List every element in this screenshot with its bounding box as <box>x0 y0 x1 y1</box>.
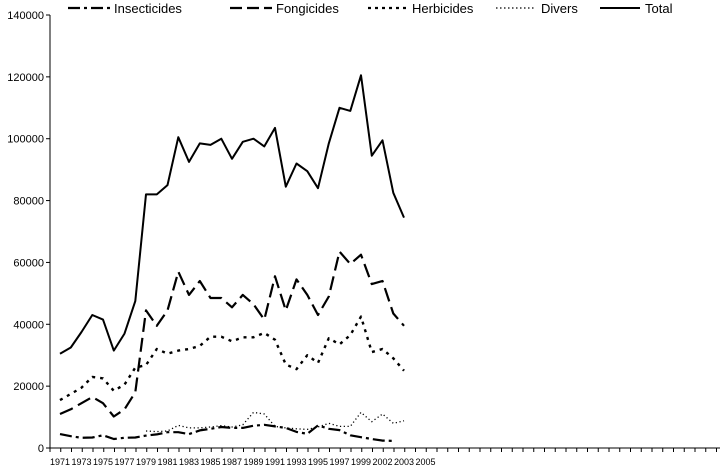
y-tick-label: 40000 <box>13 319 44 331</box>
series-line-insecticides <box>59 423 394 442</box>
x-tick-label: 1975 <box>93 457 113 467</box>
x-tick-label: 2005 <box>415 457 435 467</box>
x-axis: 1971 1973 1975 1977 1979 1981 1983 1985 1987 1989… <box>49 447 720 467</box>
x-tick-label: 2003 <box>394 457 414 467</box>
x-ticks: 1971 1973 1975 1977 1979 1981 1983 1985 1987 1989… <box>49 448 717 467</box>
series-line-divers <box>145 411 405 433</box>
series-line-total <box>59 74 405 355</box>
x-tick-label: 1981 <box>157 457 177 467</box>
x-tick-label: 1997 <box>329 457 349 467</box>
x-tick-label: 1991 <box>265 457 285 467</box>
x-tick-label: 1995 <box>308 457 328 467</box>
y-tick-label: 0 <box>38 443 44 455</box>
legend-label-insecticides: Insecticides <box>114 1 182 16</box>
x-tick-label: 1983 <box>179 457 199 467</box>
legend-label-fongicides: Fongicides <box>276 1 339 16</box>
legend-label-herbicides: Herbicides <box>412 1 474 16</box>
y-tick-label: 120000 <box>7 72 44 84</box>
legend-label-total: Total <box>645 1 673 16</box>
x-tick-label: 2002 <box>372 457 392 467</box>
y-tick-label: 60000 <box>13 257 44 269</box>
series-line-herbicides <box>59 315 405 402</box>
y-axis: 0 20000 40000 60000 80000 100000 120000 140000 <box>7 10 51 455</box>
y-tick-label: 100000 <box>7 134 44 146</box>
x-tick-label: 1977 <box>114 457 134 467</box>
series-line-fongicides <box>59 250 405 418</box>
x-tick-label: 1993 <box>286 457 306 467</box>
legend: Insecticides Fongicides Herbicides Diver… <box>68 1 673 16</box>
x-tick-label: 1987 <box>222 457 242 467</box>
x-tick-label: 1989 <box>243 457 263 467</box>
y-tick-label: 20000 <box>13 381 44 393</box>
y-tick-label: 80000 <box>13 196 44 208</box>
x-tick-label: 1999 <box>351 457 371 467</box>
plot-area <box>59 74 405 442</box>
x-tick-label: 1979 <box>136 457 156 467</box>
y-ticks: 0 20000 40000 60000 80000 100000 120000 140000 <box>7 10 50 455</box>
x-tick-label: 1971 <box>50 457 70 467</box>
x-tick-label: 1985 <box>200 457 220 467</box>
y-tick-label: 140000 <box>7 10 44 22</box>
legend-label-divers: Divers <box>541 1 578 16</box>
x-tick-label: 1973 <box>71 457 91 467</box>
